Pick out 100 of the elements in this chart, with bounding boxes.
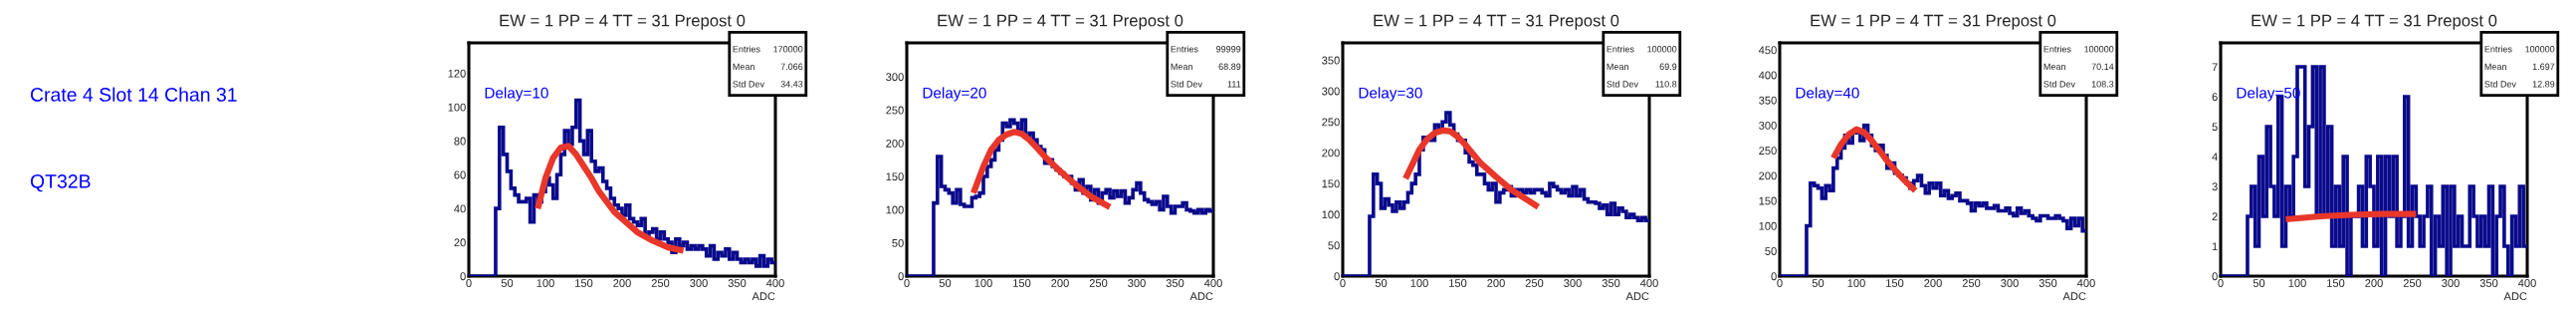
x-tick-label: 50 [2253, 279, 2265, 287]
x-tick-label: 50 [1812, 279, 1825, 287]
text: Entries 170000 [733, 45, 803, 53]
x-tick-label: 100 [537, 279, 554, 287]
y-tick-label: 100 [1759, 221, 1777, 230]
y-tick-label: 250 [886, 106, 904, 115]
text: Std Dev 110.8 [1607, 80, 1677, 88]
chart-title: EW = 1 PP = 4 TT = 31 Prepost 0 [938, 14, 1183, 30]
text: Entries 100000 [1607, 45, 1677, 53]
x-tick-label: 200 [1487, 279, 1505, 287]
y-tick-label: 300 [1759, 121, 1777, 130]
y-tick-label: 80 [454, 137, 466, 146]
x-tick-label: 0 [904, 279, 910, 287]
x-tick-label: 0 [1777, 279, 1783, 287]
y-tick-label: 0 [1334, 272, 1340, 281]
x-tick-label: 50 [501, 279, 514, 287]
annotation: Delay=20 [923, 87, 986, 102]
y-tick-label: 0 [898, 272, 904, 281]
y-tick-label: 5 [2212, 123, 2218, 132]
text: Mean 1.697 [2484, 63, 2555, 70]
x-tick-label: 0 [1340, 279, 1346, 287]
x-tick-label: 350 [1602, 279, 1620, 287]
y-tick-label: 350 [1759, 96, 1777, 105]
x-tick-label: 400 [2517, 279, 2536, 287]
x-axis-title: ADC [1189, 292, 1213, 301]
x-tick-label: 300 [1564, 279, 1582, 287]
y-tick-label: 350 [1322, 56, 1340, 65]
y-tick-label: 2 [2212, 212, 2218, 221]
y-tick-label: 200 [1322, 149, 1340, 158]
y-tick-label: 450 [1758, 46, 1777, 55]
y-tick-label: 120 [448, 69, 466, 78]
x-axis-title: ADC [1625, 292, 1649, 301]
x-tick-label: 100 [974, 279, 992, 287]
y-tick-label: 6 [2212, 93, 2218, 102]
x-tick-label: 400 [1639, 279, 1658, 287]
x-tick-label: 250 [1089, 279, 1108, 287]
y-tick-label: 0 [2212, 272, 2218, 281]
text: Mean 7.066 [733, 63, 803, 70]
x-tick-label: 350 [728, 279, 747, 287]
chart-title: EW = 1 PP = 4 TT = 31 Prepost 0 [2252, 14, 2497, 30]
text: Crate 4 Slot 14 Chan 31 [30, 87, 237, 102]
y-tick-label: 0 [460, 272, 466, 281]
text: Mean 69.9 [1607, 63, 1677, 70]
x-axis-title: ADC [2062, 292, 2086, 301]
text: Entries 100000 [2043, 45, 2114, 53]
y-tick-label: 200 [886, 139, 904, 148]
y-tick-label: 400 [1758, 71, 1777, 80]
x-tick-label: 50 [1375, 279, 1388, 287]
y-tick-label: 100 [448, 103, 466, 112]
x-tick-label: 400 [765, 279, 784, 287]
text: Mean 70.14 [2043, 63, 2114, 70]
y-tick-label: 1 [2212, 242, 2218, 251]
text: Std Dev 108.3 [2043, 80, 2114, 88]
x-tick-label: 200 [1924, 279, 1942, 287]
annotation: Delay=10 [485, 87, 548, 102]
text: Std Dev 34.43 [733, 80, 803, 88]
x-tick-label: 300 [690, 279, 708, 287]
text: Mean 68.89 [1171, 63, 1241, 70]
y-tick-label: 150 [1759, 196, 1777, 205]
y-tick-label: 300 [1322, 87, 1340, 96]
y-tick-label: 150 [886, 172, 904, 181]
x-tick-label: 150 [1886, 279, 1904, 287]
y-tick-label: 20 [454, 238, 466, 247]
x-axis-title: ADC [751, 292, 775, 301]
y-tick-label: 0 [1771, 272, 1777, 281]
text: Std Dev 111 [1171, 80, 1241, 88]
x-tick-label: 400 [1203, 279, 1222, 287]
y-tick-label: 60 [454, 170, 466, 179]
y-tick-label: 40 [454, 204, 466, 213]
y-tick-label: 7 [2212, 63, 2218, 72]
text: Entries 99999 [1171, 45, 1241, 53]
x-tick-label: 200 [1051, 279, 1069, 287]
chart-title: EW = 1 PP = 4 TT = 31 Prepost 0 [1374, 14, 1619, 30]
x-tick-label: 300 [2442, 279, 2460, 287]
text: Entries 100000 [2484, 45, 2555, 53]
x-tick-label: 350 [1166, 279, 1184, 287]
y-tick-label: 3 [2212, 182, 2218, 191]
x-tick-label: 400 [2076, 279, 2095, 287]
y-tick-label: 50 [1765, 247, 1777, 255]
x-tick-label: 250 [1525, 279, 1544, 287]
text: Std Dev 12.89 [2484, 80, 2555, 88]
x-tick-label: 150 [1449, 279, 1467, 287]
y-tick-label: 300 [886, 73, 904, 82]
annotation: Delay=30 [1359, 87, 1422, 102]
y-tick-label: 100 [1322, 210, 1340, 219]
x-tick-label: 150 [1013, 279, 1031, 287]
x-tick-label: 300 [1128, 279, 1146, 287]
y-tick-label: 250 [1322, 118, 1340, 127]
x-tick-label: 100 [1410, 279, 1428, 287]
x-tick-label: 350 [2479, 279, 2498, 287]
x-tick-label: 150 [575, 279, 593, 287]
x-tick-label: 250 [2403, 279, 2422, 287]
x-tick-label: 250 [1962, 279, 1981, 287]
x-tick-label: 300 [2001, 279, 2019, 287]
y-tick-label: 50 [1328, 241, 1340, 250]
x-tick-label: 0 [2218, 279, 2224, 287]
x-tick-label: 100 [1847, 279, 1865, 287]
x-tick-label: 200 [2365, 279, 2383, 287]
x-tick-label: 350 [2039, 279, 2057, 287]
x-tick-label: 150 [2327, 279, 2345, 287]
